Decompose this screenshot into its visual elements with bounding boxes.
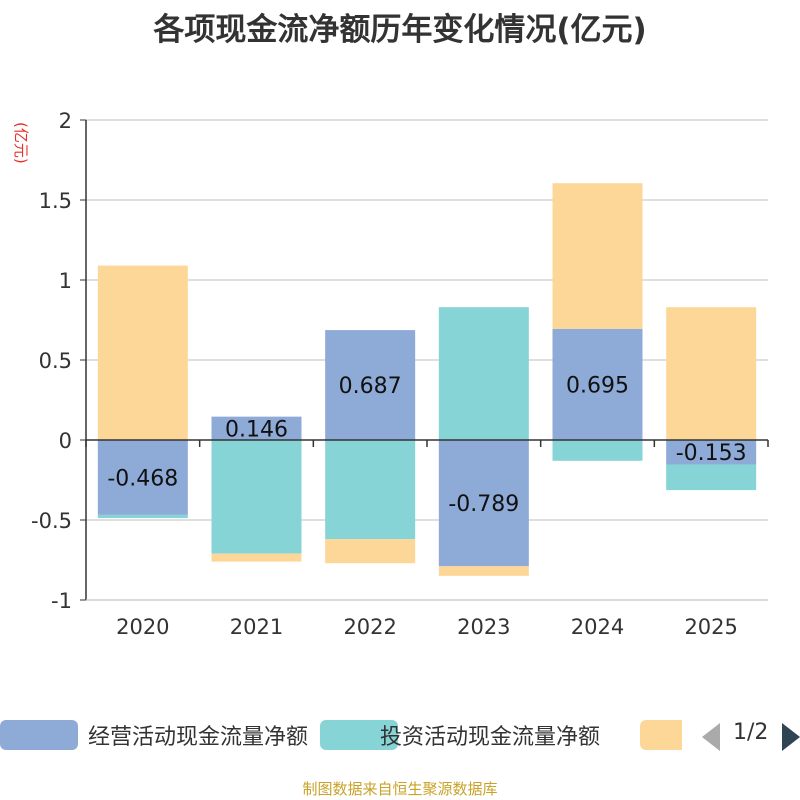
bar-segment bbox=[666, 464, 757, 491]
bar-segment bbox=[211, 416, 302, 440]
legend-next-page-icon[interactable] bbox=[782, 723, 800, 751]
bar-segment bbox=[438, 566, 529, 576]
y-tick-label: 0.5 bbox=[39, 349, 72, 373]
bar-segment bbox=[552, 440, 643, 461]
legend-swatch-financing bbox=[640, 720, 682, 750]
bar-segment bbox=[438, 440, 529, 567]
y-tick-label: 1.5 bbox=[39, 189, 72, 213]
y-tick-label: -0.5 bbox=[31, 509, 72, 533]
y-tick-label: -1 bbox=[51, 589, 72, 613]
x-tick-label: 2020 bbox=[116, 615, 169, 639]
y-tick-label: 1 bbox=[59, 269, 72, 293]
bar-segment bbox=[666, 440, 757, 465]
bar-segment bbox=[666, 307, 757, 440]
legend-label-operating: 经营活动现金流量净额 bbox=[88, 725, 309, 750]
chart-legend: 经营活动现金流量净额 投资活动现金流量净额 1/2 bbox=[0, 712, 800, 758]
y-tick-label: 2 bbox=[59, 109, 72, 133]
legend-label-investing: 投资活动现金流量净额 bbox=[380, 725, 601, 750]
bar-segment bbox=[97, 440, 188, 515]
bar-segment bbox=[438, 307, 529, 440]
chart-plot: 2 1.5 1 0.5 0 -0.5 -1 -0.468 0.146 0.687 -0.789 0.6… bbox=[31, 109, 769, 639]
y-tick-label: 0 bbox=[59, 429, 72, 453]
bar-segment bbox=[211, 440, 302, 554]
data-label: 0.695 bbox=[566, 373, 629, 398]
bar-segment bbox=[97, 265, 188, 440]
data-source-note: 制图数据来自恒生聚源数据库 bbox=[302, 780, 498, 798]
chart-title: 各项现金流净额历年变化情况(亿元) bbox=[153, 12, 647, 48]
legend-swatch-investing bbox=[320, 720, 398, 750]
legend-page-indicator: 1/2 bbox=[733, 720, 769, 745]
legend-prev-page-icon[interactable] bbox=[702, 723, 720, 751]
data-label: 0.146 bbox=[225, 417, 288, 442]
x-tick-label: 2022 bbox=[343, 615, 396, 639]
x-tick-label: 2025 bbox=[684, 615, 737, 639]
bar-segment bbox=[97, 514, 188, 519]
bar-segment bbox=[325, 330, 416, 440]
data-label: -0.468 bbox=[107, 466, 178, 491]
bar-segment bbox=[552, 183, 643, 329]
data-label: -0.789 bbox=[448, 492, 519, 517]
bar-segment bbox=[325, 440, 416, 540]
bar-segment bbox=[552, 328, 643, 440]
bar-segment bbox=[211, 553, 302, 562]
legend-swatch-operating bbox=[0, 720, 78, 750]
x-tick-label: 2024 bbox=[571, 615, 624, 639]
data-label: -0.153 bbox=[676, 441, 747, 466]
x-tick-label: 2021 bbox=[230, 615, 283, 639]
data-label: 0.687 bbox=[339, 374, 402, 399]
x-tick-label: 2023 bbox=[457, 615, 510, 639]
bar-segment bbox=[325, 539, 416, 564]
legend-pager: 1/2 bbox=[700, 719, 800, 751]
